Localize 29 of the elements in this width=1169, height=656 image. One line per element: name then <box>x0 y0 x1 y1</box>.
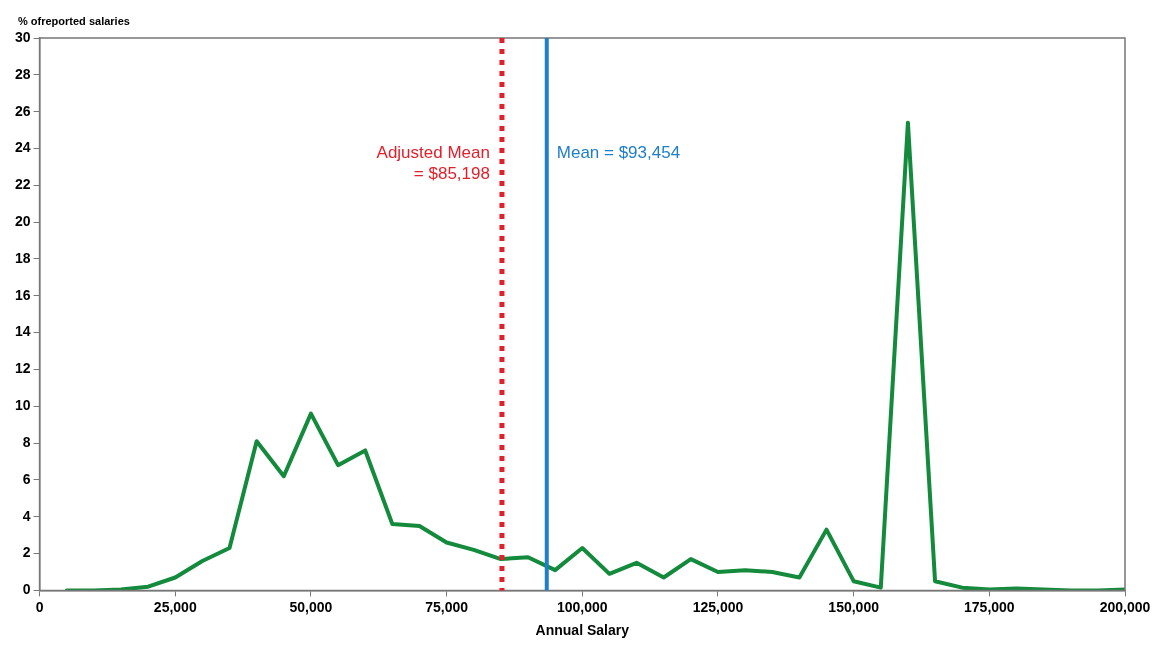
y-tick-label: 14 <box>14 323 31 340</box>
x-tick-label: 100,000 <box>556 598 608 615</box>
y-tick-label: 12 <box>14 360 31 377</box>
ref-line-label: Mean = $93,454 <box>556 142 681 162</box>
y-tick-label: 8 <box>22 433 31 450</box>
y-tick-label: 0 <box>22 581 31 598</box>
y-tick-label: 24 <box>14 139 31 156</box>
y-tick-label: 20 <box>14 212 31 229</box>
x-tick-label: 150,000 <box>828 598 880 615</box>
y-tick-label: 28 <box>14 65 31 82</box>
y-tick-label: 22 <box>14 176 31 193</box>
x-axis-title: Annual Salary <box>535 622 630 639</box>
x-tick-label: 25,000 <box>153 598 197 615</box>
y-tick-label: 16 <box>14 286 31 303</box>
x-tick-label: 125,000 <box>692 598 744 615</box>
y-tick-label: 6 <box>22 470 31 487</box>
y-tick-label: 10 <box>14 397 31 414</box>
y-tick-label: 4 <box>22 507 31 524</box>
y-axis-title: % ofreported salaries <box>18 15 130 28</box>
x-tick-label: 200,000 <box>1099 598 1151 615</box>
ref-line-label: Adjusted Mean = $85,198 <box>376 142 490 183</box>
x-tick-label: 0 <box>35 598 44 615</box>
y-tick-label: 2 <box>22 544 31 561</box>
y-tick-label: 18 <box>14 249 31 266</box>
x-tick-label: 75,000 <box>425 598 469 615</box>
x-tick-label: 50,000 <box>289 598 333 615</box>
y-tick-label: 30 <box>14 28 31 45</box>
y-tick-label: 26 <box>14 102 31 119</box>
x-tick-label: 175,000 <box>964 598 1015 615</box>
